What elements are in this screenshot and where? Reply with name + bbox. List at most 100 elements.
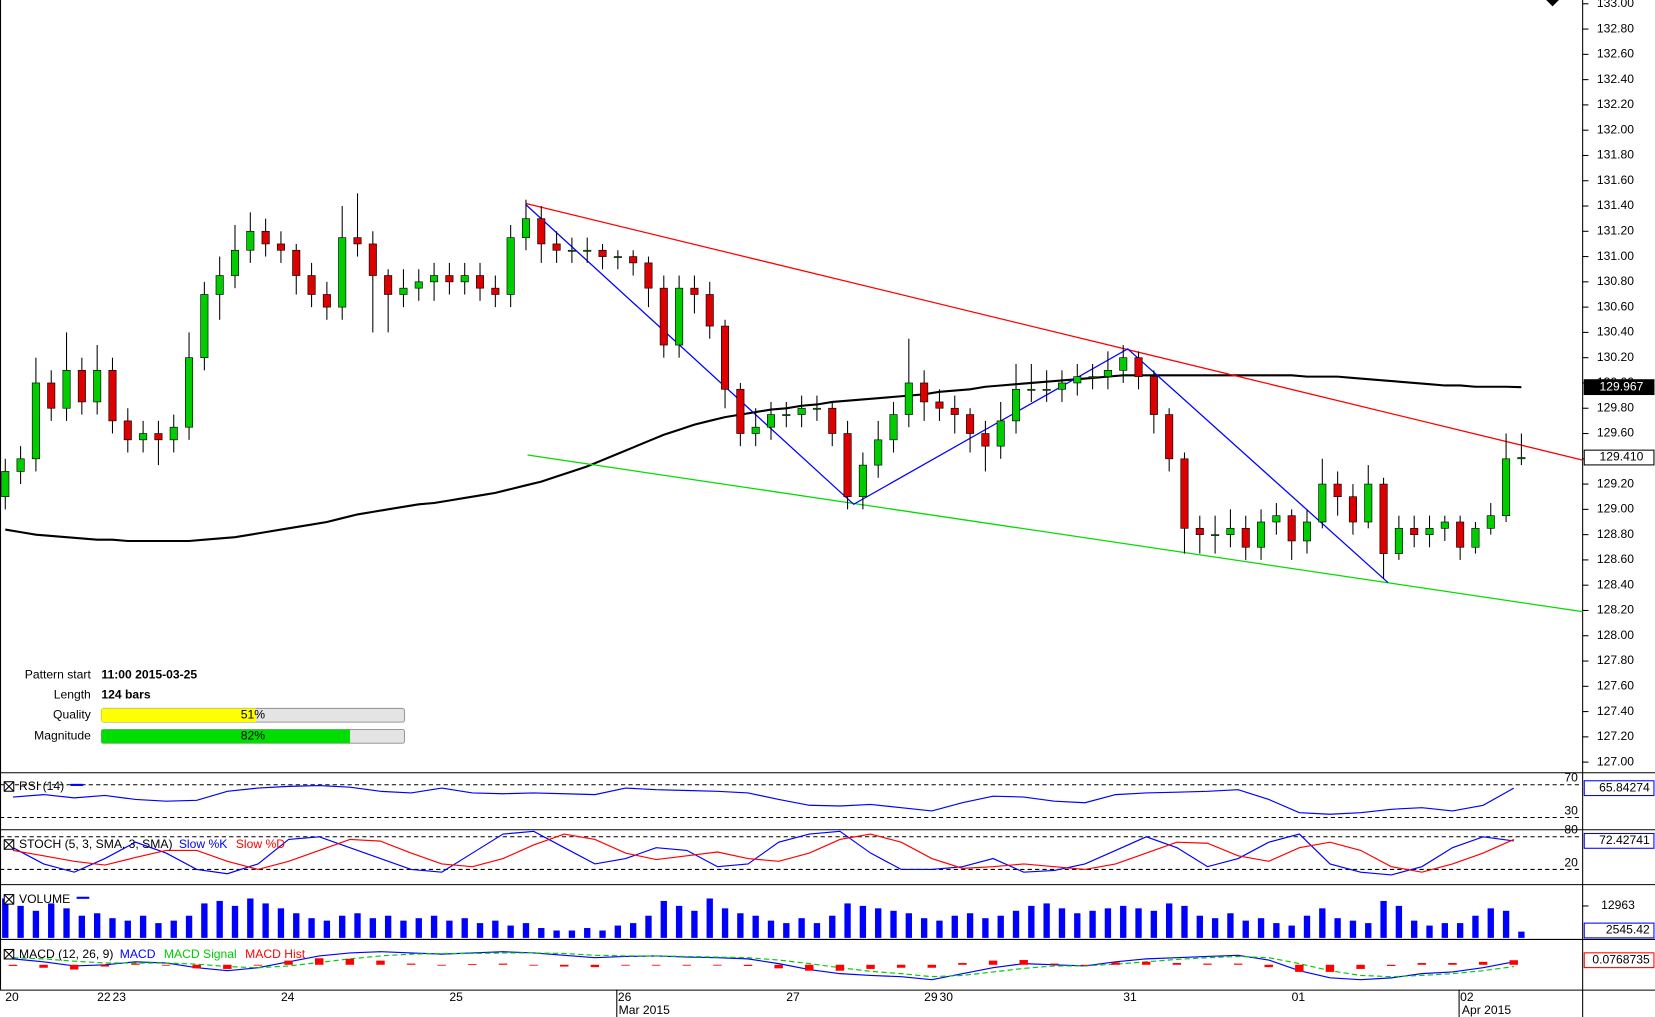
candle-body [246, 230, 255, 251]
last-value-label: 0.0768735 [1592, 952, 1650, 966]
legend-entry[interactable]: MACD [120, 947, 156, 961]
meter-label: 51% [241, 707, 266, 721]
indicator-bar [1050, 963, 1059, 965]
indicator-bar [1288, 925, 1295, 938]
indicator-bar [1135, 908, 1142, 938]
indicator-bar [706, 898, 713, 938]
candle-body [108, 370, 117, 422]
price-marker-label: 129.967 [1600, 379, 1644, 393]
candle-body [1379, 483, 1388, 554]
pattern-zigzag [525, 204, 1389, 584]
indicator-bar [743, 964, 753, 966]
indicator-bar [920, 918, 928, 938]
indicator-bar [1196, 915, 1203, 938]
candle-body [797, 407, 806, 415]
indicator-bar [17, 905, 24, 938]
indicator-bar [369, 918, 376, 938]
indicator-bar [774, 964, 783, 969]
indicator-bar [308, 918, 315, 938]
last-value-box [1583, 832, 1655, 849]
y-tick-label: 130.20 [1597, 350, 1634, 364]
indicator-bar [430, 915, 438, 938]
y-tick-label: 127.00 [1597, 754, 1634, 768]
indicator-bar [1264, 964, 1273, 968]
indicator-bar [284, 960, 293, 965]
indicator-bar [446, 920, 453, 938]
indicator-bar [1257, 918, 1265, 938]
legend-entry[interactable]: Slow %K [179, 837, 228, 851]
candle-body [950, 407, 959, 415]
indicator-bar [951, 915, 958, 938]
panel-title: MACD (12, 26, 9) [19, 947, 113, 961]
candle-body [1241, 527, 1250, 548]
indicator-bar [1211, 918, 1219, 938]
indicator-bar [262, 903, 269, 938]
indicator-bar [538, 928, 545, 938]
candle-body [521, 218, 530, 238]
indicator-bar [1227, 913, 1234, 938]
indicator-line [12, 784, 1515, 815]
panel-toggle-cross [3, 949, 15, 960]
indicator-bar [1074, 913, 1081, 938]
y-tick-label: 129.00 [1597, 502, 1634, 516]
candle-body [1287, 515, 1296, 542]
indicator-bar [560, 964, 569, 967]
indicator-bar [1395, 905, 1403, 938]
candle-body [613, 256, 622, 258]
indicator-bar [1089, 910, 1096, 938]
y-tick-label: 12963 [1601, 898, 1635, 912]
candle-body [1073, 376, 1082, 384]
y-tick-label: 129.60 [1597, 426, 1634, 440]
candle-body [1425, 527, 1434, 535]
candle-body [1012, 388, 1021, 422]
legend-entry[interactable]: Slow %D [236, 837, 285, 851]
y-tick-label: 130.40 [1597, 325, 1634, 339]
panel-title: STOCH (5, 3, SMA, 3, SMA) [19, 837, 172, 851]
indicator-bar [32, 910, 40, 938]
y-tick-label: 127.20 [1597, 729, 1634, 743]
legend-entry[interactable]: MACD Signal [164, 947, 237, 961]
y-tick-label: 129.80 [1597, 400, 1634, 414]
scroll-marker[interactable] [1546, 0, 1559, 7]
info-value: 124 bars [101, 687, 150, 701]
indicator-bar [651, 964, 661, 966]
indicator-bar [223, 964, 232, 969]
indicator-bar [1104, 908, 1112, 938]
y-tick-label: 130.60 [1597, 299, 1634, 313]
x-tick-label: 25 [449, 990, 463, 1004]
candle-body [567, 249, 576, 252]
candle-body [276, 243, 285, 251]
y-tick-label: 128.20 [1597, 603, 1634, 617]
candle-body [690, 287, 699, 295]
indicator-bar [829, 915, 836, 938]
candle-body [874, 439, 883, 466]
indicator-bar [1502, 910, 1510, 938]
y-tick-label: 132.80 [1597, 21, 1634, 35]
indicator-bar [78, 915, 86, 938]
candle-body [920, 382, 929, 403]
legend-entry[interactable]: MACD Hist [245, 947, 306, 961]
x-tick-label: 24 [281, 990, 295, 1004]
y-tick-label: 132.60 [1597, 47, 1634, 61]
candle-body [1517, 457, 1526, 460]
candle-body [230, 249, 240, 276]
last-value-label: 2545.42 [1606, 923, 1650, 937]
candle-body [460, 275, 469, 283]
candle-body [1333, 483, 1342, 498]
last-value-box [1583, 952, 1655, 969]
indicator-bar [1303, 915, 1311, 938]
y-tick-label: 131.20 [1597, 224, 1634, 238]
indicator-bar [1365, 923, 1372, 938]
indicator-bar [1012, 910, 1020, 938]
candle-body [77, 370, 86, 403]
indicator-bar [1141, 961, 1151, 965]
candle-body [1211, 534, 1220, 537]
indicator-bar [277, 908, 285, 938]
candle-body [169, 426, 178, 441]
meter-label: 82% [241, 729, 266, 743]
last-value-label: 72.42741 [1599, 833, 1650, 847]
indicator-bar [866, 964, 875, 969]
candle-body [889, 414, 898, 441]
indicator-bar [584, 928, 591, 938]
